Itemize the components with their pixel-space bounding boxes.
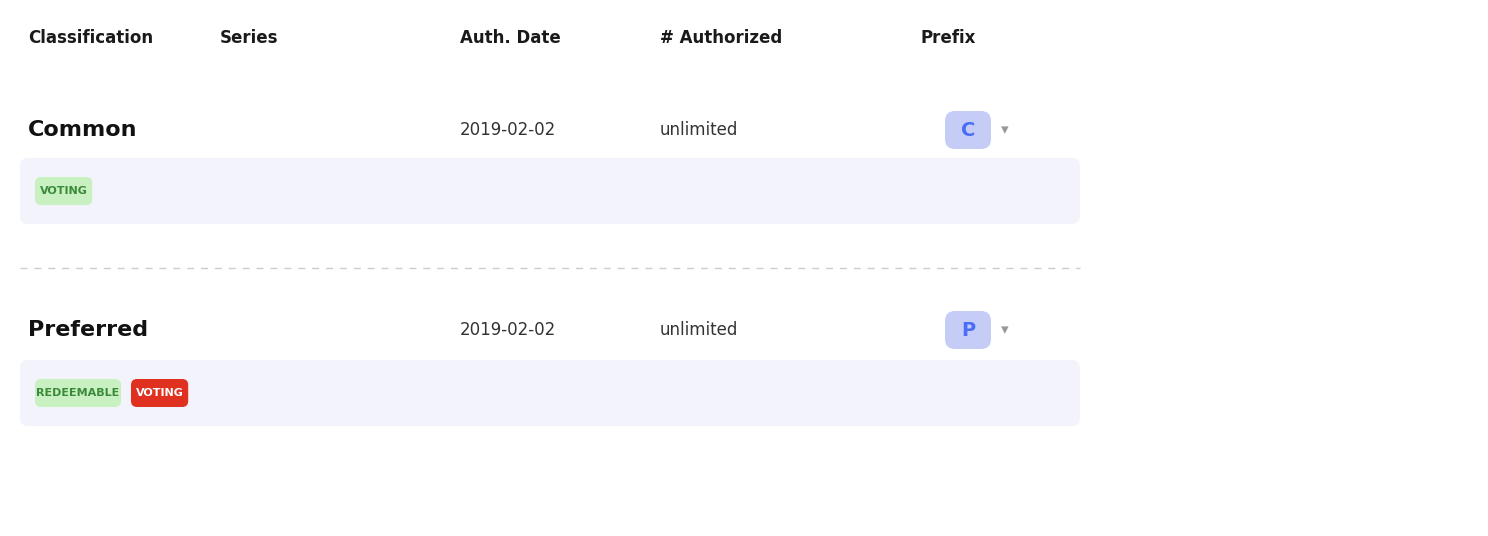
Text: Common: Common [28, 120, 137, 140]
Text: Preferred: Preferred [28, 320, 149, 340]
Text: # Authorized: # Authorized [661, 29, 783, 47]
Text: ▾: ▾ [1001, 123, 1009, 138]
Text: Series: Series [220, 29, 278, 47]
Text: ▾: ▾ [1001, 323, 1009, 338]
FancyBboxPatch shape [19, 158, 1080, 224]
FancyBboxPatch shape [36, 379, 121, 407]
Text: Prefix: Prefix [920, 29, 975, 47]
Text: unlimited: unlimited [661, 321, 738, 339]
Text: 2019-02-02: 2019-02-02 [460, 121, 557, 139]
FancyBboxPatch shape [945, 311, 991, 349]
Text: REDEEMABLE: REDEEMABLE [36, 388, 119, 398]
Text: VOTING: VOTING [135, 388, 183, 398]
Text: VOTING: VOTING [40, 186, 88, 196]
FancyBboxPatch shape [131, 379, 187, 407]
FancyBboxPatch shape [19, 360, 1080, 426]
Text: unlimited: unlimited [661, 121, 738, 139]
Text: Classification: Classification [28, 29, 153, 47]
Text: 2019-02-02: 2019-02-02 [460, 321, 557, 339]
Text: Auth. Date: Auth. Date [460, 29, 561, 47]
FancyBboxPatch shape [36, 177, 92, 205]
FancyBboxPatch shape [945, 111, 991, 149]
Text: P: P [961, 321, 975, 339]
Text: C: C [961, 121, 975, 139]
